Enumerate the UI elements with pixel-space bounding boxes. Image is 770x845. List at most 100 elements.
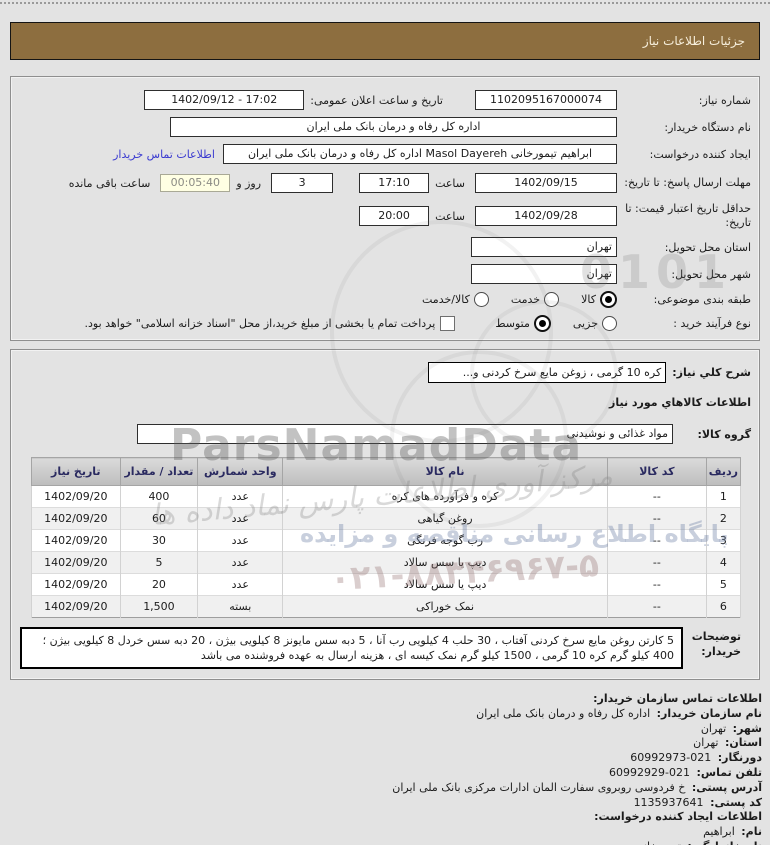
cell-unit: عدد <box>197 507 284 530</box>
radio-icon[interactable] <box>602 316 617 331</box>
radio-icon[interactable] <box>600 291 617 308</box>
process-option-minor[interactable]: جزیی <box>573 316 617 331</box>
contact-value: 1135937641 <box>633 795 704 809</box>
table-row: 5 -- دیپ یا سس سالاد عدد 20 1402/09/20 <box>31 573 742 596</box>
contact-label: کد پستی: <box>710 795 762 809</box>
buyer-org-label: نام دستگاه خریدار: <box>664 120 751 134</box>
buyer-org-row: نام دستگاه خریدار: اداره کل رفاه و درمان… <box>19 117 751 137</box>
contact-line: نام: ابراهیم <box>8 825 762 840</box>
delivery-city-field[interactable]: تهران <box>471 264 617 284</box>
table-row: 1 -- کره و فرآورده های کره عدد 400 1402/… <box>31 485 742 508</box>
process-option-label: متوسط <box>495 317 530 330</box>
contact-value: ابراهیم <box>703 825 735 839</box>
delivery-province-label: استان محل تحویل: <box>664 240 751 254</box>
buyer-notes-label-line2: خریدار: <box>701 645 741 658</box>
cell-unit: عدد <box>197 485 284 508</box>
contact-label: آدرس پستی: <box>691 780 762 794</box>
buyer-notes-label: توضیحات خریدار: <box>683 627 741 669</box>
need-number-field[interactable]: 1102095167000074 <box>475 90 617 110</box>
buyer-notes-field[interactable]: 5 کارتن روغن مایع سرخ کردنی آفتاب ، 30 ح… <box>20 627 683 669</box>
cell-row-number: 4 <box>705 551 742 574</box>
cell-quantity: 400 <box>119 485 199 508</box>
cell-quantity: 30 <box>119 529 199 552</box>
category-option-goods[interactable]: کالا <box>581 291 617 308</box>
contact-line: استان: تهران <box>8 736 762 751</box>
col-unit: واحد شمارش <box>197 457 284 486</box>
countdown-timer: 00:05:40 <box>160 174 231 192</box>
goods-group-row: گروه کالا: مواد غذائی و نوشیدنی <box>19 424 751 444</box>
radio-icon[interactable] <box>544 292 560 307</box>
contact-value: 021-60992973 <box>630 751 712 765</box>
validity-date-field[interactable]: 1402/09/28 <box>475 206 617 226</box>
col-need-date: تاریخ نیاز <box>31 457 121 486</box>
contact-label: نام: <box>741 825 762 839</box>
contact-section: اطلاعات تماس سازمان خریدار: نام سازمان خ… <box>8 692 762 845</box>
goods-group-field[interactable]: مواد غذائی و نوشیدنی <box>137 424 673 444</box>
checkbox-icon[interactable] <box>440 316 456 331</box>
cell-quantity: 1,500 <box>119 595 199 618</box>
items-table-header-row: ردیف کد کالا نام کالا واحد شمارش تعداد /… <box>31 457 742 486</box>
process-option-medium[interactable]: متوسط <box>495 315 551 332</box>
contact-label: نام سازمان خریدار: <box>656 706 762 720</box>
category-option-service[interactable]: خدمت <box>510 292 560 307</box>
goods-group-label: گروه کالا: <box>697 427 751 441</box>
radio-icon[interactable] <box>473 292 489 307</box>
cell-unit: عدد <box>197 551 284 574</box>
deadline-time-field[interactable]: 17:10 <box>359 173 430 193</box>
col-item-name: نام کالا <box>282 457 608 486</box>
validity-hour-label: ساعت <box>435 209 465 223</box>
contact-label: تلفن تماس: <box>696 765 762 779</box>
cell-unit: عدد <box>197 573 284 596</box>
cell-item-code: -- <box>606 595 707 618</box>
delivery-province-row: استان محل تحویل: تهران <box>19 237 751 257</box>
treasury-payment-option[interactable]: پرداخت تمام یا بخشی از مبلغ خرید،از محل … <box>85 316 456 331</box>
cell-item-name: کره و فرآورده های کره <box>282 485 608 508</box>
contact-label: شهر: <box>732 721 762 735</box>
table-row: 4 -- دیپ یا سس سالاد عدد 5 1402/09/20 <box>31 551 742 574</box>
days-remaining-field[interactable]: 3 <box>271 173 334 193</box>
validity-time-field[interactable]: 20:00 <box>359 206 430 226</box>
cell-row-number: 6 <box>705 595 742 618</box>
table-row: 6 -- نمک خوراکی بسته 1,500 1402/09/20 <box>31 595 742 618</box>
need-description-label: شرح کلي نیاز: <box>672 366 751 379</box>
announce-datetime-label: تاریخ و ساعت اعلان عمومی: <box>310 93 443 107</box>
countdown-suffix-label: ساعت باقی مانده <box>68 176 151 190</box>
deadline-date-field[interactable]: 1402/09/15 <box>475 173 617 193</box>
cell-need-date: 1402/09/20 <box>31 551 121 574</box>
contact-label: دورنگار: <box>717 751 762 765</box>
cell-item-name: دیپ یا سس سالاد <box>282 573 608 596</box>
contact-line: شهر: تهران <box>8 722 762 737</box>
radio-icon[interactable] <box>533 315 551 332</box>
table-row: 3 -- رب گوجه فرنگی عدد 30 1402/09/20 <box>31 529 742 552</box>
category-option-label: خدمت <box>510 293 541 306</box>
delivery-province-field[interactable]: تهران <box>471 237 617 257</box>
delivery-city-row: شهر محل تحویل: تهران <box>19 264 751 284</box>
general-info-panel: شماره نیاز: 1102095167000074 تاریخ و ساع… <box>10 76 760 341</box>
category-option-goods-service[interactable]: کالا/خدمت <box>422 292 489 307</box>
announce-datetime-field[interactable]: 17:02 - 1402/09/12 <box>144 90 305 110</box>
contact-value: تیمورخانی <box>635 840 681 845</box>
category-option-label: کالا <box>581 293 596 306</box>
request-creator-row: ایجاد کننده درخواست: ابراهیم تیمورخانی M… <box>19 144 751 164</box>
days-suffix-label: روز و <box>236 176 262 190</box>
buyer-org-field[interactable]: اداره کل رفاه و درمان بانک ملی ایران <box>170 117 617 137</box>
delivery-city-label: شهر محل تحویل: <box>671 267 751 281</box>
buyer-contact-link[interactable]: اطلاعات تماس خریدار <box>113 147 215 161</box>
cell-row-number: 5 <box>705 573 742 596</box>
cell-item-name: دیپ یا سس سالاد <box>282 551 608 574</box>
cell-need-date: 1402/09/20 <box>31 529 121 552</box>
contact-line: نام سازمان خریدار: اداره کل رفاه و درمان… <box>8 707 762 722</box>
col-row-number: ردیف <box>705 457 742 486</box>
page-title: جزئیات اطلاعات نیاز <box>10 22 760 60</box>
need-description-field[interactable]: کره 10 گرمی ، زوغن مایع سرخ کردنی و... <box>428 362 667 383</box>
cell-item-name: روغن گیاهی <box>282 507 608 530</box>
buyer-notes-label-line1: توضیحات <box>691 630 741 643</box>
price-validity-row: حداقل تاریخ اعتبار قیمت: تا تاریخ: 1402/… <box>19 202 751 230</box>
cell-quantity: 60 <box>119 507 199 530</box>
cell-item-code: -- <box>606 529 707 552</box>
request-creator-field[interactable]: ابراهیم تیمورخانی Masol Dayereh اداره کل… <box>223 144 617 164</box>
contact-label: استان: <box>725 736 762 750</box>
need-description-row: شرح کلي نیاز: کره 10 گرمی ، زوغن مایع سر… <box>19 362 751 383</box>
contact-line: نام خانوادگی: تیمورخانی <box>8 840 762 845</box>
